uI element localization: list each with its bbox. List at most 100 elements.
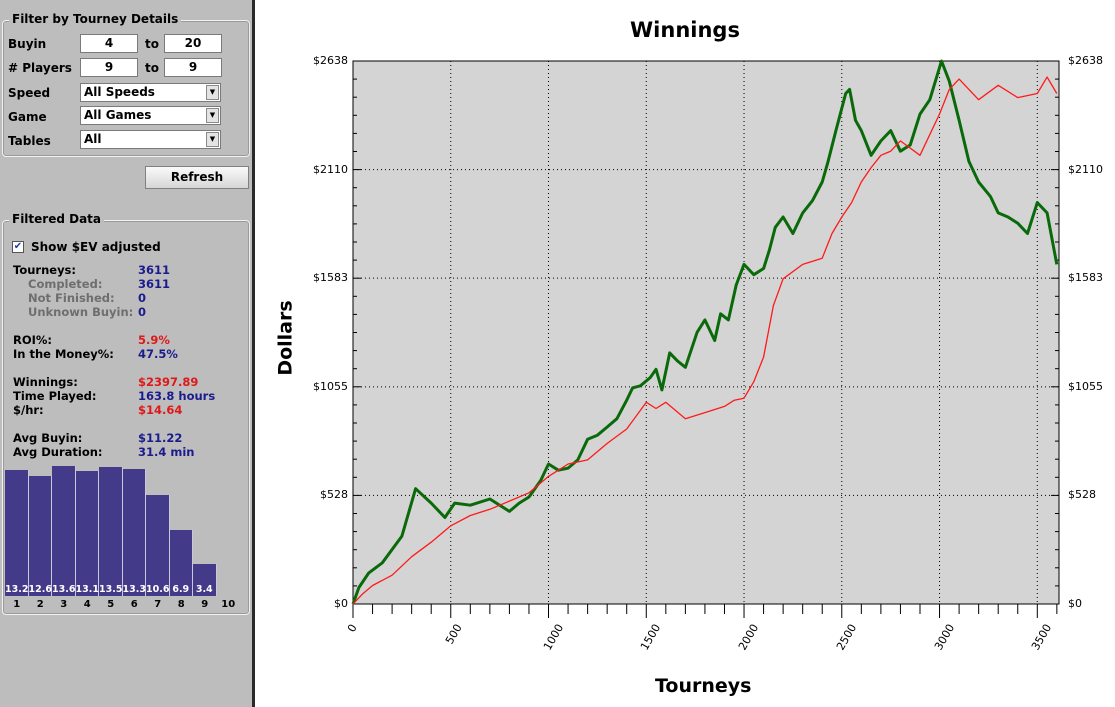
histogram-bar-value: 13.6 bbox=[52, 584, 76, 595]
histogram: 13.2 12.6 13.6 13.1 13.5 13.3 10.6 6.9 3.4 bbox=[5, 466, 251, 596]
histogram-bar: 10.6 bbox=[146, 494, 170, 596]
histogram-x-label: 10 bbox=[221, 599, 236, 610]
stat-label: Completed: bbox=[28, 277, 103, 291]
histogram-x-label: 2 bbox=[36, 599, 44, 610]
speed-label: Speed bbox=[8, 86, 51, 100]
stat-label: Avg Buyin: bbox=[13, 431, 83, 445]
chart-title: Winnings bbox=[630, 18, 740, 42]
y-tick-label: $528 bbox=[320, 488, 348, 502]
histogram-x-label: 8 bbox=[177, 599, 185, 610]
stat-value: 5.9% bbox=[138, 333, 170, 347]
game-select[interactable]: All Games ▼ bbox=[80, 106, 221, 125]
plot-area bbox=[352, 60, 1060, 605]
y2-tick-label: $528 bbox=[1068, 488, 1096, 502]
chevron-down-icon[interactable]: ▼ bbox=[206, 132, 219, 147]
y-tick-label: $0 bbox=[334, 597, 348, 610]
histogram-x-label: 3 bbox=[60, 599, 68, 610]
stat-label: Tourneys: bbox=[13, 263, 77, 277]
histogram-bar: 6.9 bbox=[169, 530, 193, 596]
y2-tick-label: $2110 bbox=[1068, 162, 1103, 176]
stat-label: ROI%: bbox=[13, 333, 53, 347]
chevron-down-icon[interactable]: ▼ bbox=[206, 108, 219, 123]
stat-value: 31.4 min bbox=[138, 445, 195, 459]
speed-select-value: All Speeds bbox=[84, 85, 155, 99]
players-to-input[interactable]: 9 bbox=[164, 58, 222, 77]
y-tick-label: $1055 bbox=[313, 379, 348, 393]
series-line-1 bbox=[351, 59, 1059, 605]
histogram-bar: 13.6 bbox=[52, 466, 76, 596]
tables-select-value: All bbox=[84, 132, 102, 146]
tables-label: Tables bbox=[8, 134, 51, 148]
y2-tick-label: $1055 bbox=[1068, 379, 1103, 393]
stat-label: $/hr: bbox=[13, 403, 44, 417]
histogram-bar-value: 13.3 bbox=[122, 584, 146, 595]
y-tick-label: $2110 bbox=[313, 162, 348, 176]
buyin-from-input[interactable]: 4 bbox=[80, 34, 138, 53]
histogram-bar: 3.4 bbox=[193, 563, 217, 596]
stat-value: $2397.89 bbox=[138, 375, 199, 389]
players-from-input[interactable]: 9 bbox=[80, 58, 138, 77]
stat-label: Unknown Buyin: bbox=[28, 305, 134, 319]
y2-tick-label: $0 bbox=[1068, 597, 1082, 610]
stat-value: 3611 bbox=[138, 263, 171, 277]
winnings-chart: Winnings Dollars Tourneys $0 $0 $528 $528 $1… bbox=[255, 0, 1115, 707]
y-tick-label: $2638 bbox=[313, 54, 348, 67]
players-to-label: to bbox=[145, 61, 159, 75]
filtered-data-group: Filtered Data bbox=[2, 212, 250, 615]
histogram-bar-value: 10.6 bbox=[146, 584, 170, 595]
ev-checkbox[interactable]: ✔ bbox=[12, 241, 24, 253]
y2-tick-label: $1583 bbox=[1068, 271, 1103, 285]
y-axis-title: Dollars bbox=[274, 300, 297, 376]
stat-value: $14.64 bbox=[138, 403, 183, 417]
stat-value: $11.22 bbox=[138, 431, 183, 445]
filtered-data-title: Filtered Data bbox=[9, 212, 105, 226]
buyin-to-label: to bbox=[145, 37, 159, 51]
histogram-x-label: 4 bbox=[83, 599, 91, 610]
chevron-down-icon[interactable]: ▼ bbox=[206, 85, 219, 100]
stat-value: 3611 bbox=[138, 277, 171, 291]
buyin-label: Buyin bbox=[8, 37, 47, 51]
stat-label: Avg Duration: bbox=[13, 445, 103, 459]
histogram-bar: 12.6 bbox=[28, 475, 52, 596]
histogram-x-label: 5 bbox=[107, 599, 115, 610]
stat-label: Not Finished: bbox=[28, 291, 115, 305]
stat-label: Winnings: bbox=[13, 375, 78, 389]
ev-checkbox-label: Show $EV adjusted bbox=[31, 240, 161, 254]
histogram-bar: 13.3 bbox=[122, 468, 146, 596]
panel-divider[interactable] bbox=[252, 0, 255, 707]
histogram-bar-value: 13.1 bbox=[75, 584, 99, 595]
histogram-bar: 13.5 bbox=[99, 466, 123, 596]
histogram-x-label: 6 bbox=[130, 599, 138, 610]
game-label: Game bbox=[8, 110, 47, 124]
filter-group: Filter by Tourney Details bbox=[2, 12, 250, 157]
histogram-bar-value: 6.9 bbox=[172, 584, 190, 595]
tables-select[interactable]: All ▼ bbox=[80, 130, 221, 149]
game-select-value: All Games bbox=[84, 108, 152, 122]
histogram-bar: 13.1 bbox=[75, 470, 99, 596]
histogram-x-label: 1 bbox=[13, 599, 21, 610]
x-axis-title: Tourneys bbox=[655, 675, 752, 697]
speed-select[interactable]: All Speeds ▼ bbox=[80, 83, 221, 102]
y2-tick-label: $2638 bbox=[1068, 54, 1103, 67]
stat-label: Time Played: bbox=[13, 389, 97, 403]
histogram-bar-value: 13.5 bbox=[99, 584, 123, 595]
players-label: # Players bbox=[8, 61, 72, 75]
stat-value: 0 bbox=[138, 305, 147, 319]
left-panel: Filter by Tourney Details Buyin 4 to 20 … bbox=[0, 0, 254, 707]
histogram-bar-value: 3.4 bbox=[195, 584, 213, 595]
y-tick-label: $1583 bbox=[313, 271, 348, 285]
plot-svg bbox=[351, 59, 1060, 618]
histogram-bar: 13.2 bbox=[5, 469, 29, 596]
stat-label: In the Money%: bbox=[13, 347, 114, 361]
filter-group-title: Filter by Tourney Details bbox=[9, 12, 182, 26]
histogram-bar-value: 12.6 bbox=[28, 584, 52, 595]
series-line-2 bbox=[352, 76, 1058, 605]
stat-value: 0 bbox=[138, 291, 147, 305]
histogram-bar-value: 13.2 bbox=[5, 584, 29, 595]
histogram-x-label: 9 bbox=[201, 599, 209, 610]
buyin-to-input[interactable]: 20 bbox=[164, 34, 222, 53]
stat-value: 47.5% bbox=[138, 347, 178, 361]
histogram-x-label: 7 bbox=[154, 599, 162, 610]
refresh-button[interactable]: Refresh bbox=[145, 166, 249, 189]
stat-value: 163.8 hours bbox=[138, 389, 216, 403]
